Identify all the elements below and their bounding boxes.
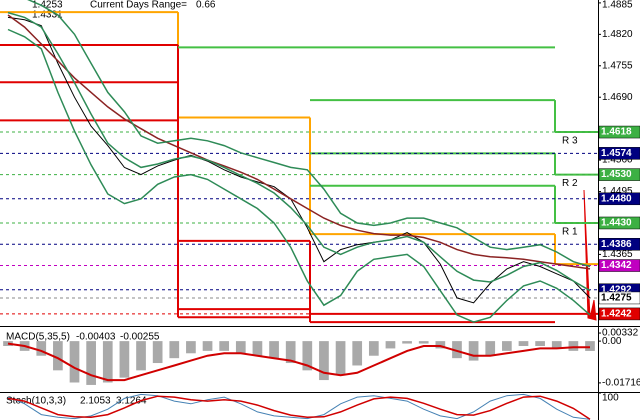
- y-tick-label: 1.4560: [602, 155, 633, 166]
- histogram-bar: [136, 341, 146, 371]
- level-label: 1.4275: [601, 293, 632, 304]
- histogram-bar: [202, 341, 213, 351]
- level-box: [598, 125, 640, 139]
- y-tick-label: 1.4885: [602, 0, 633, 11]
- histogram-bar: [568, 341, 579, 351]
- series-line: [7, 11, 591, 292]
- series-line: [7, 393, 591, 420]
- histogram-bar: [252, 341, 263, 356]
- level-box: [598, 307, 640, 321]
- level-box: [598, 168, 640, 181]
- level-label: 1.4480: [601, 193, 632, 204]
- histogram-bar: [502, 341, 512, 351]
- level-box: [598, 216, 640, 230]
- series-line: [7, 395, 591, 420]
- y-tick-label: 0.00: [602, 336, 622, 347]
- histogram-bar: [169, 341, 180, 359]
- readout: -0.00255: [120, 332, 160, 343]
- level-label: 1.4530: [601, 169, 632, 180]
- histogram-bar: [368, 341, 379, 356]
- level-box: [598, 147, 640, 160]
- pivot-label: R 1: [562, 227, 578, 238]
- readout: 2.1053: [80, 396, 111, 407]
- range-label: Current Days Range=: [90, 0, 187, 11]
- histogram-bar: [3, 341, 13, 346]
- level-box: [598, 291, 640, 305]
- y-tick-label: 1.4495: [602, 186, 633, 197]
- histogram-bar: [36, 341, 47, 356]
- histogram-bar: [219, 341, 230, 351]
- histogram-bar: [335, 341, 346, 376]
- histogram-bar: [402, 341, 412, 344]
- level-label: 1.4292: [601, 284, 632, 295]
- histogram-bar: [435, 341, 446, 349]
- histogram-bar: [69, 341, 80, 383]
- histogram-bar: [551, 341, 562, 349]
- series-line: [7, 28, 591, 323]
- pivot-label: R 3: [562, 136, 578, 147]
- histogram-bar: [485, 341, 496, 356]
- level-label: 1.4342: [601, 260, 632, 271]
- histogram-bar: [152, 341, 163, 364]
- y-tick-label: 1.4820: [602, 29, 633, 40]
- panel-title: MACD(5,35,5): [6, 332, 70, 343]
- y-tick-label: 0.00332: [602, 328, 639, 339]
- histogram-bar: [53, 341, 63, 371]
- y-tick-label: 1.4755: [602, 60, 633, 71]
- series-line: [7, 14, 591, 270]
- histogram-bar: [285, 341, 296, 364]
- level-label: 1.4430: [601, 218, 632, 229]
- level-label: 1.4574: [601, 148, 632, 159]
- level-label: 1.4618: [601, 127, 632, 138]
- histogram-bar: [86, 341, 96, 385]
- histogram-bar: [119, 341, 130, 378]
- histogram-bar: [269, 341, 279, 359]
- histogram-bar: [235, 341, 246, 354]
- readout: 1.4331: [32, 10, 63, 21]
- histogram-bar: [452, 341, 462, 359]
- histogram-bar: [385, 341, 396, 349]
- series-line: [7, 342, 591, 382]
- histogram-bar: [319, 341, 329, 381]
- histogram-bar: [535, 341, 545, 346]
- panel-title: Stoch(10,3,3): [6, 396, 66, 407]
- y-tick-label: 1.4690: [602, 92, 633, 103]
- readout: 1.4253: [32, 0, 63, 11]
- series-line: [27, 0, 591, 268]
- histogram-bar: [186, 341, 196, 354]
- histogram-bar: [302, 341, 313, 371]
- pivot-label: R 2: [562, 178, 578, 189]
- histogram-bar: [352, 341, 363, 366]
- level-label: 1.4242: [601, 309, 632, 320]
- level-box: [598, 259, 640, 272]
- histogram-bar: [468, 341, 479, 361]
- level-label: 1.4386: [601, 239, 632, 250]
- y-tick-label: -0.01716: [602, 378, 640, 389]
- level-box: [598, 238, 640, 251]
- histogram-bar: [518, 341, 529, 346]
- histogram-bar: [585, 341, 595, 351]
- histogram-bar: [418, 341, 429, 344]
- readout: 3.1264: [116, 396, 147, 407]
- level-box: [598, 192, 640, 206]
- range-value: 0.66: [196, 0, 216, 11]
- y-tick-label: 1.4365: [602, 249, 633, 260]
- y-tick-label: 100: [602, 393, 619, 404]
- readout: -0.00403: [76, 332, 116, 343]
- histogram-bar: [102, 341, 113, 383]
